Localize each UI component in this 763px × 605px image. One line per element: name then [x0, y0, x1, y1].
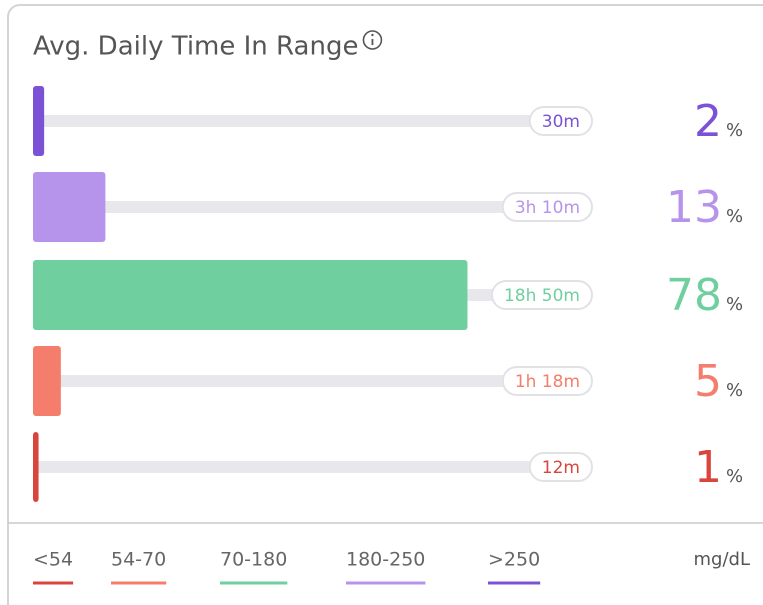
bar: [33, 346, 61, 416]
track: [33, 115, 590, 127]
percent-value: 13: [666, 182, 722, 233]
duration-label: 18h 50m: [504, 286, 580, 306]
percent-value: 5: [694, 356, 722, 407]
duration-label: 3h 10m: [515, 198, 580, 218]
duration-pill: [528, 452, 593, 482]
bar: [33, 260, 468, 330]
bar: [33, 432, 39, 502]
percent-value: 1: [694, 442, 722, 493]
percent-value: 78: [666, 270, 722, 321]
track: [33, 201, 590, 213]
duration-pill: [501, 366, 593, 396]
duration-label: 30m: [542, 112, 580, 132]
info-icon[interactable]: [362, 30, 383, 50]
duration-label: 12m: [542, 458, 580, 478]
percent-value: 2: [694, 96, 722, 147]
track: [33, 461, 590, 473]
track: [33, 375, 590, 387]
percent-sign: %: [726, 380, 743, 401]
bar: [33, 86, 45, 156]
legend-label: >250: [488, 549, 540, 571]
duration-pill: [490, 280, 593, 310]
info-circle: [362, 30, 383, 50]
percent-sign: %: [726, 120, 743, 141]
duration-pill: [528, 106, 593, 136]
percent-sign: %: [726, 294, 743, 315]
bar: [33, 172, 106, 242]
card-title: Avg. Daily Time In Range: [33, 32, 358, 62]
legend-label: <54: [33, 549, 73, 571]
legend-label: 180-250: [346, 549, 425, 571]
percent-sign: %: [726, 466, 743, 487]
info-dot: [371, 33, 374, 37]
duration-pill: [501, 192, 593, 222]
duration-label: 1h 18m: [515, 372, 580, 392]
legend-label: 54-70: [111, 549, 166, 571]
legend-label: 70-180: [220, 549, 287, 571]
percent-sign: %: [726, 206, 743, 227]
unit-label: mg/dL: [694, 549, 750, 570]
